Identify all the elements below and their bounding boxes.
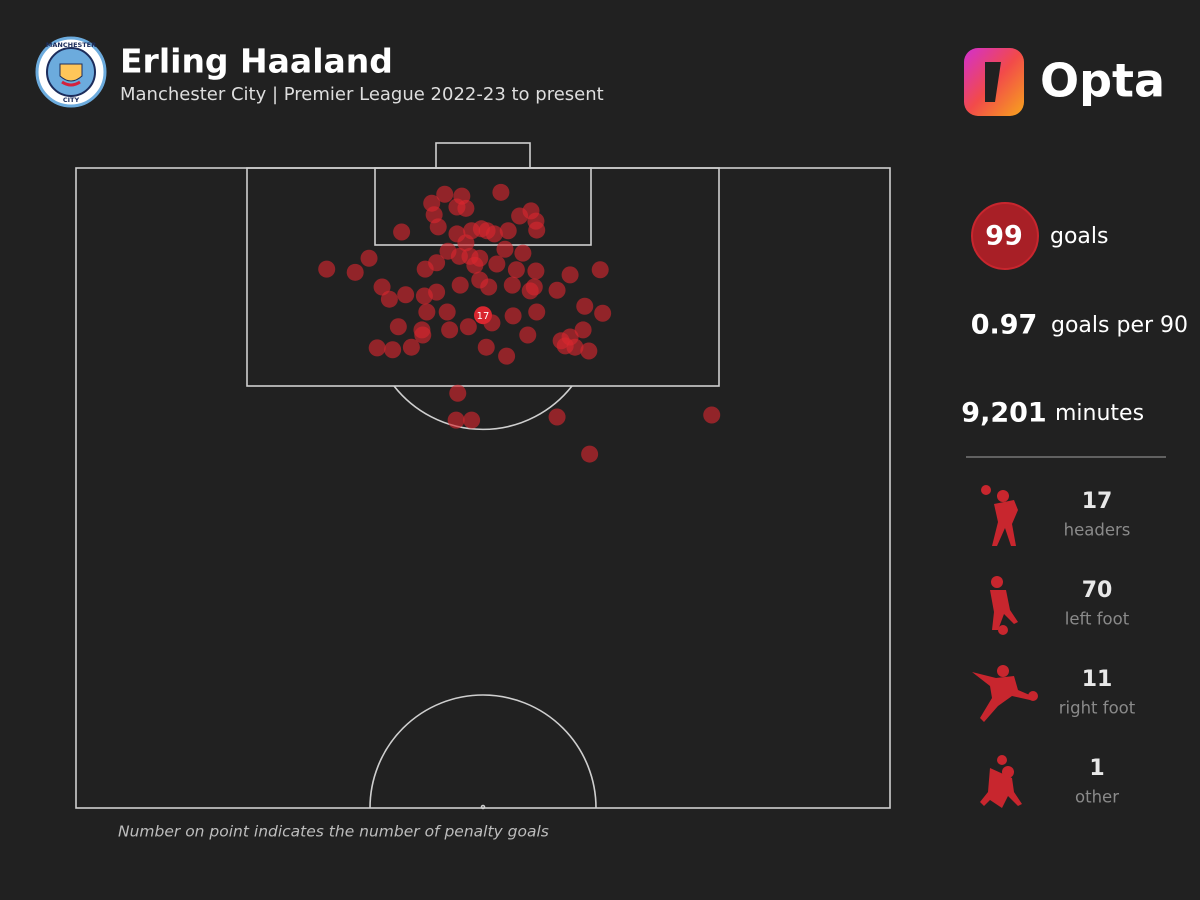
shot — [548, 408, 566, 426]
shot — [499, 222, 517, 240]
breakdown-value: 1 — [1089, 756, 1104, 781]
shot — [703, 406, 721, 424]
shot — [561, 266, 579, 284]
shot — [436, 185, 454, 203]
shot — [384, 341, 402, 359]
shot — [318, 260, 336, 278]
shot — [466, 256, 484, 274]
stat-value: 0.97 — [971, 310, 1038, 341]
shot — [449, 384, 467, 402]
shot — [488, 255, 506, 273]
shot — [418, 303, 436, 321]
header-icon — [981, 485, 1018, 546]
stats: 99 goals 0.97 goals per 90 9,201 minutes 17 hea… — [961, 221, 1188, 807]
other-icon — [980, 755, 1022, 808]
breakdown-label: headers — [1064, 521, 1131, 540]
shot — [360, 249, 378, 267]
goals-badge — [971, 202, 1039, 270]
shot — [507, 261, 525, 279]
breakdown-value: 70 — [1082, 578, 1113, 603]
centre-spot — [480, 804, 486, 810]
shot — [402, 338, 420, 356]
brand-name: Opta — [1040, 54, 1165, 108]
shots: 17 — [318, 183, 721, 463]
shot — [556, 337, 574, 355]
penalty-label: 17 — [477, 311, 490, 322]
title: Erling Haaland — [120, 42, 393, 81]
shot — [451, 276, 469, 294]
badge-text: MANCHESTER — [46, 41, 96, 49]
shot — [485, 225, 503, 243]
shot — [548, 281, 566, 299]
breakdown-value: 17 — [1082, 489, 1113, 514]
shot — [459, 318, 477, 336]
shot — [397, 286, 415, 304]
shot — [428, 283, 446, 301]
shot — [503, 276, 521, 294]
shot — [463, 411, 481, 429]
shot — [528, 221, 546, 239]
shot — [511, 207, 529, 225]
shot — [581, 445, 599, 463]
shot — [514, 244, 532, 262]
shot — [527, 262, 545, 280]
breakdown-label: right foot — [1059, 699, 1136, 718]
shot — [380, 290, 398, 308]
stat-label: minutes — [1055, 401, 1144, 426]
breakdown-label: left foot — [1065, 610, 1130, 629]
goal — [435, 142, 531, 169]
stat-value: 99 — [985, 221, 1023, 252]
shot — [496, 240, 514, 258]
shot — [414, 326, 432, 344]
badge-text: CITY — [63, 96, 80, 104]
subtitle: Manchester City | Premier League 2022-23… — [120, 84, 604, 105]
shot — [492, 183, 510, 201]
shot — [346, 263, 364, 281]
shot — [447, 411, 465, 429]
breakdown-label: other — [1075, 788, 1119, 807]
stat-label: goals per 90 — [1051, 313, 1188, 338]
shot — [480, 278, 498, 296]
penalty-arc — [393, 385, 573, 431]
centre-circle — [369, 694, 597, 809]
club-badge: MANCHESTER CITY — [35, 36, 107, 108]
right-foot-icon — [972, 665, 1038, 722]
shot — [477, 338, 495, 356]
shot — [457, 199, 475, 217]
shot — [441, 321, 459, 339]
shot — [498, 347, 516, 365]
shot — [580, 342, 598, 360]
footnote: Number on point indicates the number of … — [118, 823, 549, 841]
shot — [438, 303, 456, 321]
shot — [457, 234, 475, 252]
stat-label: goals — [1050, 224, 1108, 249]
shot — [594, 304, 612, 322]
shot — [368, 339, 386, 357]
icons — [972, 485, 1038, 808]
stat-value: 9,201 — [961, 398, 1046, 429]
shot — [591, 261, 609, 279]
shot — [576, 297, 594, 315]
shot — [528, 303, 546, 321]
pitch — [75, 142, 891, 810]
penalty-shot — [474, 306, 492, 325]
shot — [393, 223, 411, 241]
left-foot-icon — [990, 576, 1018, 635]
shot — [429, 218, 447, 236]
shot — [504, 307, 522, 325]
shot — [574, 321, 592, 339]
shot — [416, 260, 434, 278]
shot — [521, 282, 539, 300]
brand-logo: Opta — [964, 48, 1165, 116]
breakdown-value: 11 — [1082, 667, 1113, 692]
shot — [519, 326, 537, 344]
shot — [389, 318, 407, 336]
